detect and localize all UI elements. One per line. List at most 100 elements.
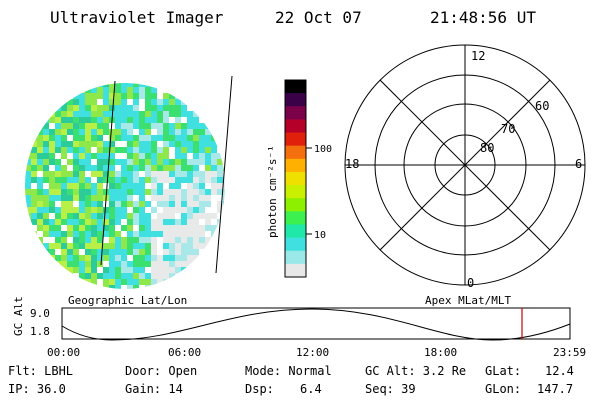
image-pixel	[139, 255, 145, 261]
image-pixel	[181, 201, 187, 207]
image-pixel	[25, 135, 31, 141]
image-pixel	[139, 165, 145, 171]
image-pixel	[97, 183, 103, 189]
image-pixel	[211, 159, 217, 165]
image-pixel	[91, 201, 97, 207]
image-pixel	[55, 249, 61, 255]
image-pixel	[91, 83, 97, 87]
image-pixel	[103, 225, 109, 231]
image-pixel	[55, 129, 61, 135]
image-pixel	[31, 189, 37, 195]
colorbar-frame	[284, 79, 307, 278]
image-pixel	[181, 105, 187, 111]
longitude-line-left	[100, 80, 116, 266]
image-pixel	[151, 135, 157, 141]
image-pixel	[127, 183, 133, 189]
image-pixel	[139, 147, 145, 153]
image-pixel	[67, 231, 73, 237]
image-pixel	[43, 177, 49, 183]
image-pixel	[109, 83, 115, 87]
image-pixel	[115, 261, 121, 267]
image-pixel	[85, 135, 91, 141]
image-pixel	[199, 147, 205, 153]
image-pixel	[43, 153, 49, 159]
image-pixel	[49, 195, 55, 201]
image-pixel	[127, 207, 133, 213]
image-pixel	[157, 249, 163, 255]
colorbar-band	[285, 93, 306, 107]
image-pixel	[79, 171, 85, 177]
image-pixel	[103, 279, 109, 285]
image-pixel	[175, 111, 181, 117]
gc-alt-tick-low: 1.8	[30, 325, 50, 338]
image-pixel	[43, 111, 49, 117]
image-pixel	[109, 87, 115, 93]
image-pixel	[115, 243, 121, 249]
image-pixel	[49, 285, 55, 289]
image-pixel	[67, 123, 73, 129]
image-pixel	[67, 195, 73, 201]
image-pixel	[223, 93, 225, 99]
image-pixel	[43, 123, 49, 129]
image-pixel	[115, 93, 121, 99]
image-pixel	[139, 159, 145, 165]
image-pixel	[91, 165, 97, 171]
image-pixel	[73, 243, 79, 249]
image-pixel	[127, 189, 133, 195]
image-pixel	[31, 147, 37, 153]
image-pixel	[121, 225, 127, 231]
image-pixel	[79, 87, 85, 93]
image-pixel	[49, 219, 55, 225]
image-pixel	[115, 87, 121, 93]
image-pixel	[175, 105, 181, 111]
colorbar-band	[285, 145, 306, 160]
image-pixel	[181, 171, 187, 177]
image-pixel	[115, 225, 121, 231]
image-pixel	[121, 219, 127, 225]
image-pixel	[43, 207, 49, 213]
image-pixel	[145, 129, 151, 135]
image-pixel	[43, 219, 49, 225]
geographic-title: Geographic Lat/Lon	[68, 294, 188, 307]
image-pixel	[157, 93, 163, 99]
image-pixel	[181, 129, 187, 135]
image-pixel	[157, 177, 163, 183]
image-pixel	[85, 171, 91, 177]
image-pixel	[37, 189, 43, 195]
image-pixel	[55, 255, 61, 261]
image-pixel	[157, 225, 163, 231]
image-pixel	[175, 183, 181, 189]
image-pixel	[157, 99, 163, 105]
image-pixel	[139, 189, 145, 195]
image-pixel	[79, 159, 85, 165]
image-pixel	[91, 117, 97, 123]
image-pixel	[199, 213, 205, 219]
image-pixel	[199, 219, 205, 225]
image-pixel	[145, 171, 151, 177]
image-pixel	[133, 117, 139, 123]
image-pixel	[193, 177, 199, 183]
image-pixel	[181, 243, 187, 249]
image-pixel	[187, 111, 193, 117]
image-pixel	[49, 105, 55, 111]
image-pixel	[115, 171, 121, 177]
image-pixel	[133, 279, 139, 285]
image-pixel	[85, 261, 91, 267]
image-pixel	[37, 261, 43, 267]
image-pixel	[61, 225, 67, 231]
image-pixel	[67, 111, 73, 117]
image-pixel	[151, 231, 157, 237]
image-pixel	[109, 165, 115, 171]
image-pixel	[175, 195, 181, 201]
image-pixel	[55, 171, 61, 177]
image-pixel	[145, 165, 151, 171]
image-pixel	[139, 183, 145, 189]
image-pixel	[103, 189, 109, 195]
image-pixel	[223, 279, 225, 285]
image-pixel	[127, 267, 133, 273]
image-pixel	[79, 255, 85, 261]
image-pixel	[91, 279, 97, 285]
image-pixel	[175, 219, 181, 225]
image-pixel	[157, 105, 163, 111]
image-pixel	[217, 195, 223, 201]
